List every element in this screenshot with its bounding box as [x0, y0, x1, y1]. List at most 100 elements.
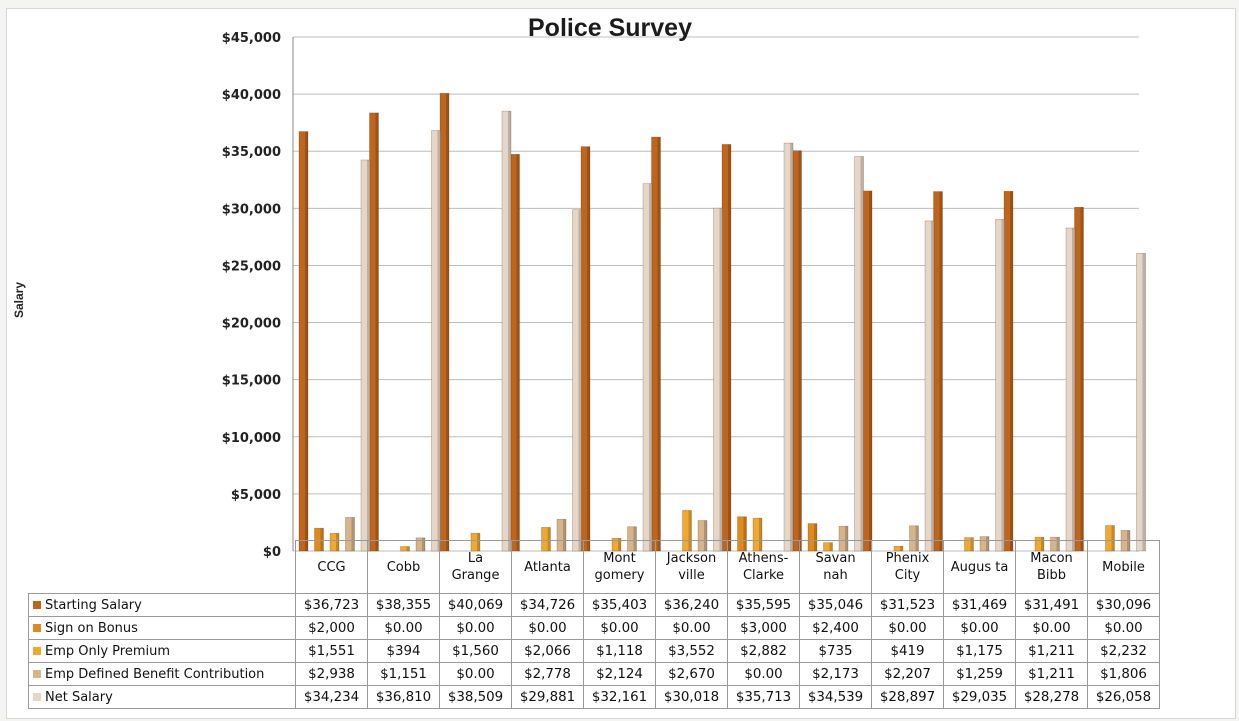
table-cell: $28,278 — [1015, 685, 1088, 709]
table-cell: $28,897 — [871, 685, 944, 709]
y-tick-label: $40,000 — [222, 88, 281, 103]
table-cell: $30,096 — [1087, 593, 1160, 617]
bar-shade — [305, 131, 308, 551]
table-cell: $29,881 — [511, 685, 584, 709]
table-cell: $38,355 — [367, 593, 440, 617]
y-tick-label: $10,000 — [222, 431, 281, 446]
bar-shade — [351, 517, 355, 551]
bar-shade — [563, 519, 566, 551]
table-cell: $1,806 — [1087, 662, 1160, 686]
table-header-row: CCG Cobb La Grange Atlanta Mont gomery Jackson v… — [28, 540, 1160, 594]
table-cell: $0.00 — [943, 616, 1016, 640]
bar-shade — [320, 528, 324, 551]
table-column-header: Mobile — [1087, 540, 1160, 594]
table-cell: $31,523 — [871, 593, 944, 617]
table-cell: $35,595 — [727, 593, 800, 617]
legend-swatch — [33, 692, 41, 701]
table-column-header: Athens- Clarke — [727, 540, 800, 594]
bar-shade — [814, 523, 817, 551]
table-cell: $30,018 — [655, 685, 728, 709]
bar-shade — [719, 208, 723, 551]
bar-shade — [578, 209, 582, 552]
table-cell: $1,211 — [1015, 639, 1088, 663]
table-corner — [28, 540, 296, 594]
bar-shade — [657, 137, 661, 552]
table-cell: $36,723 — [295, 593, 368, 617]
table-cell: $394 — [367, 639, 440, 663]
table-cell: $0.00 — [439, 662, 512, 686]
table-cell: $0.00 — [1015, 616, 1088, 640]
table-column-header: Cobb — [367, 540, 440, 594]
table-cell: $1,175 — [943, 639, 1016, 663]
table-cell: $2,882 — [727, 639, 800, 663]
bar-shade — [1111, 525, 1115, 551]
table-cell: $34,234 — [295, 685, 368, 709]
table-column-header: Macon Bibb — [1015, 540, 1088, 594]
table-cell: $35,713 — [727, 685, 800, 709]
legend-swatch — [33, 646, 41, 655]
table-cell: $31,469 — [943, 593, 1016, 617]
bar-shade — [1080, 207, 1084, 551]
table-row: Emp Defined Benefit Contribution $2,938 $1… — [28, 662, 1160, 686]
table-cell: $26,058 — [1087, 685, 1160, 709]
bar-shade — [743, 516, 747, 551]
table-cell: $0.00 — [439, 616, 512, 640]
table-cell: $1,259 — [943, 662, 1016, 686]
table-cell: $34,726 — [511, 593, 584, 617]
y-tick-label: $45,000 — [222, 31, 281, 46]
data-table: CCG Cobb La Grange Atlanta Mont gomery Jackson v… — [28, 540, 1160, 709]
bar-shade — [845, 526, 848, 551]
bar-shade — [790, 143, 793, 551]
table-cell: $2,778 — [511, 662, 584, 686]
table-cell: $40,069 — [439, 593, 512, 617]
table-column-header: La Grange — [439, 540, 512, 594]
legend-entry: Starting Salary — [28, 593, 296, 617]
table-cell: $2,670 — [655, 662, 728, 686]
table-cell: $1,560 — [439, 639, 512, 663]
bar-shade — [649, 183, 652, 552]
bar-shade — [728, 144, 731, 551]
table-cell: $1,151 — [367, 662, 440, 686]
table-cell: $32,161 — [583, 685, 656, 709]
bar-shade — [939, 191, 943, 552]
bar-shade — [516, 154, 520, 551]
table-column-header: CCG — [295, 540, 368, 594]
bar-shade — [547, 527, 551, 551]
table-cell: $1,118 — [583, 639, 656, 663]
bar-shade — [688, 510, 692, 551]
bar-shade — [931, 220, 934, 551]
bar-shade — [860, 156, 864, 552]
table-cell: $2,066 — [511, 639, 584, 663]
bar-shade — [798, 150, 802, 552]
table-row: Net Salary $34,234 $36,810 $38,509 $29,881 $3… — [28, 685, 1160, 709]
y-tick-labels: $0$5,000$10,000$15,000$20,000$25,000$30,… — [222, 31, 281, 560]
table-row: Emp Only Premium $1,551 $394 $1,560 $2,066 $1… — [28, 639, 1160, 663]
y-tick-label: $15,000 — [222, 374, 281, 389]
y-tick-label: $25,000 — [222, 259, 281, 274]
legend-entry: Emp Only Premium — [28, 639, 296, 663]
y-tick-label: $35,000 — [222, 145, 281, 160]
table-cell: $419 — [871, 639, 944, 663]
table-cell: $0.00 — [871, 616, 944, 640]
legend-swatch — [33, 623, 41, 632]
table-cell: $0.00 — [511, 616, 584, 640]
table-cell: $2,938 — [295, 662, 368, 686]
legend-label: Emp Only Premium — [45, 643, 171, 659]
table-cell: $2,207 — [871, 662, 944, 686]
table-column-header: Atlanta — [511, 540, 584, 594]
legend-entry: Net Salary — [28, 685, 296, 709]
y-tick-label: $30,000 — [222, 202, 281, 217]
chart-title: Police Survey — [528, 14, 692, 42]
legend-swatch — [33, 600, 41, 609]
bar-shade — [1072, 228, 1075, 552]
table-cell: $2,124 — [583, 662, 656, 686]
bar-shade — [915, 525, 919, 551]
table-cell: $2,400 — [799, 616, 872, 640]
table-cell: $0.00 — [583, 616, 656, 640]
table-column-header: Augus ta — [943, 540, 1016, 594]
table-cell: $2,173 — [799, 662, 872, 686]
table-cell: $36,240 — [655, 593, 728, 617]
table-cell: $31,491 — [1015, 593, 1088, 617]
bar-shade — [446, 93, 449, 552]
